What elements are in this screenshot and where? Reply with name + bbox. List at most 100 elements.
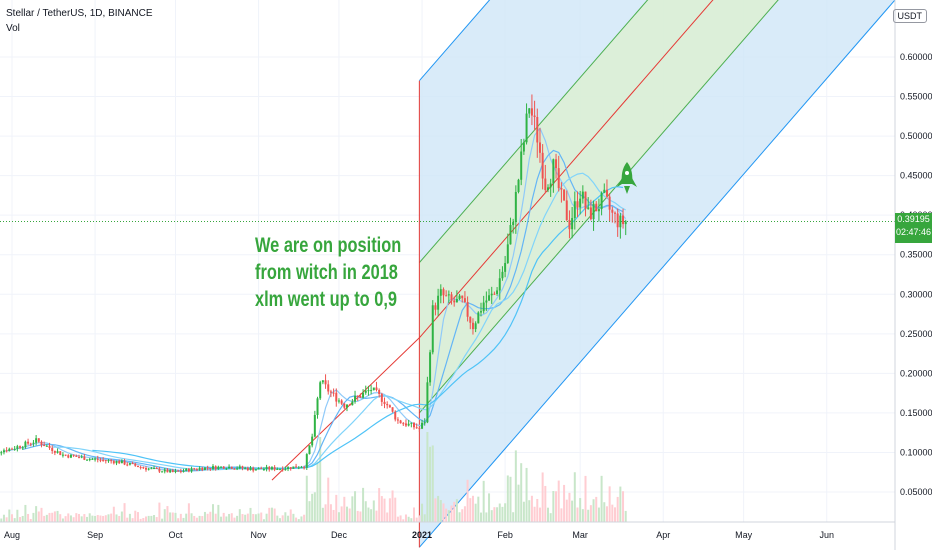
volume-bar [343, 496, 346, 522]
volume-bar [212, 504, 214, 522]
volume-bar [364, 501, 367, 522]
volume-bar [445, 508, 448, 522]
volume-bar [619, 486, 622, 522]
volume-bar [324, 504, 327, 522]
volume-bar [490, 510, 493, 522]
volume-bar [214, 513, 217, 522]
candle-body [61, 454, 64, 456]
candle-body [541, 152, 544, 179]
volume-bar [608, 486, 611, 522]
candle-body [525, 113, 528, 143]
channel-line [418, 0, 649, 263]
volume-bar [37, 511, 40, 522]
volume-bar [115, 514, 118, 522]
volume-bar [131, 518, 134, 522]
volume-bar [303, 514, 306, 522]
volume-bar [8, 509, 11, 522]
candle-body [107, 460, 110, 462]
volume-bar [557, 480, 560, 522]
volume-bar [536, 498, 539, 522]
volume-bar [319, 437, 322, 522]
candle-body [587, 207, 590, 209]
candle-body [228, 466, 231, 469]
volume-bar [458, 512, 461, 522]
candle-body [252, 467, 255, 471]
candle-body [461, 295, 464, 299]
volume-indicator-label[interactable]: Vol [6, 23, 20, 34]
volume-bar [455, 499, 458, 522]
volume-bar [24, 504, 27, 522]
volume-bar [45, 514, 48, 522]
volume-bar [249, 507, 252, 522]
volume-bar [185, 513, 188, 522]
volume-bar [209, 511, 212, 522]
candle-body [220, 466, 223, 468]
annotation-text: We are on position from witch in 2018 xl… [255, 232, 401, 313]
candle-body [123, 460, 126, 465]
candle-body [423, 422, 426, 424]
y-tick-label: 0.45000 [900, 171, 932, 181]
candle-body [509, 225, 512, 245]
channel-line [418, 0, 896, 548]
candle-body [413, 422, 415, 428]
volume-bar [104, 515, 107, 522]
volume-bar [356, 510, 359, 522]
x-tick-label: Feb [497, 530, 513, 540]
last-price-tag: 0.39195 02:47:46 [895, 213, 932, 243]
candle-body [158, 468, 161, 472]
candle-body [217, 466, 220, 470]
candle-body [592, 203, 595, 220]
candle-body [83, 456, 86, 460]
candle-body [201, 467, 204, 471]
volume-bar [195, 517, 198, 522]
candle-body [445, 295, 448, 297]
candle-body [471, 322, 474, 330]
candle-body [104, 460, 107, 462]
volume-bar [421, 503, 424, 522]
volume-bar [102, 515, 105, 522]
candle-body [380, 393, 383, 402]
candle-body [498, 278, 501, 291]
moving-average-line [92, 186, 624, 470]
volume-bar [611, 504, 614, 522]
volume-bar [525, 467, 528, 522]
candle-body [24, 441, 27, 448]
candle-body [244, 467, 247, 469]
candle-body [303, 467, 306, 469]
volume-bar [413, 507, 415, 522]
candle-body [236, 468, 239, 470]
candle-body [27, 441, 30, 444]
volume-bar [555, 491, 558, 522]
volume-bar [605, 506, 608, 522]
candle-body [573, 201, 576, 219]
candle-body [102, 459, 105, 461]
annotation-line-2: from witch in 2018 [255, 261, 398, 284]
y-tick-label: 0.60000 [900, 52, 932, 62]
volume-bar [512, 512, 515, 522]
candle-body [43, 444, 46, 447]
candle-body [35, 438, 38, 443]
volume-bar [179, 513, 182, 522]
candle-body [222, 466, 225, 469]
candle-body [19, 446, 22, 448]
candle-body [458, 295, 461, 299]
volume-bar [86, 516, 89, 522]
volume-bar [257, 513, 260, 522]
candle-body [605, 189, 608, 197]
volume-bar [547, 507, 549, 522]
candle-body [8, 448, 11, 452]
currency-button[interactable]: USDT [892, 9, 927, 23]
volume-bar [351, 496, 354, 522]
candle-body [332, 392, 335, 394]
volume-bar [584, 475, 587, 522]
volume-bar [40, 507, 43, 522]
candle-body [99, 459, 102, 461]
candle-body [241, 466, 244, 469]
candle-body [145, 467, 147, 470]
volume-bar [203, 511, 206, 522]
volume-bar [147, 515, 150, 522]
volume-bar [136, 512, 139, 522]
volume-bar [163, 509, 166, 522]
annotation-line-1: We are on position [255, 234, 402, 257]
